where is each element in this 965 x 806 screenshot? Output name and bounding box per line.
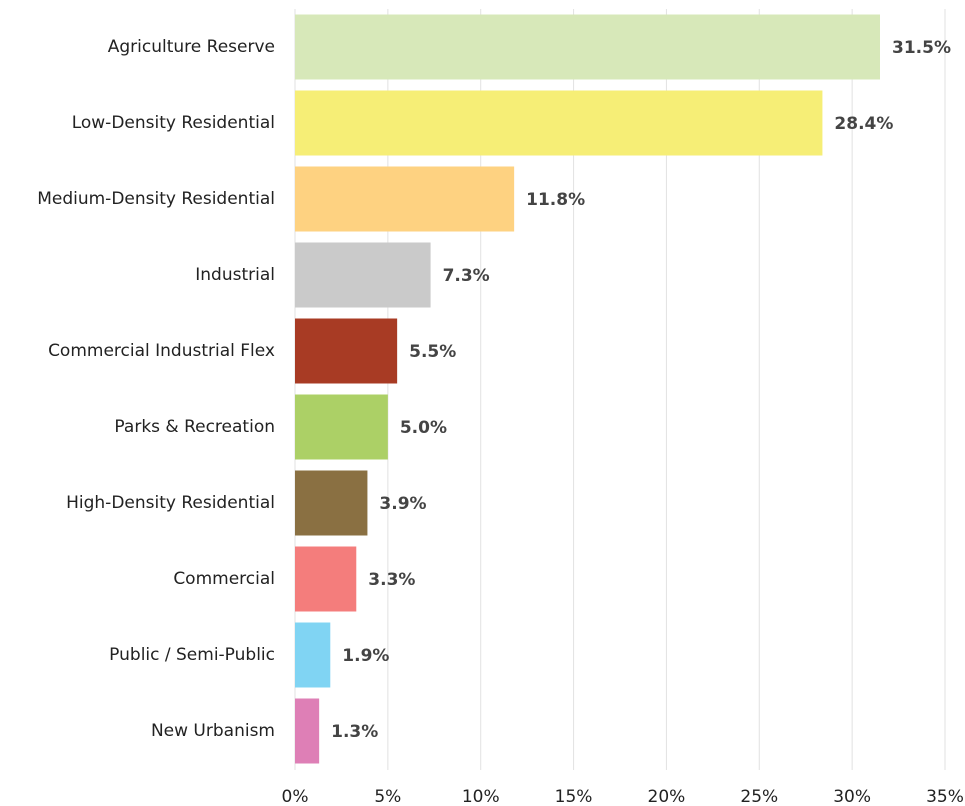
- y-tick-label: Public / Semi-Public: [109, 645, 275, 665]
- bar: [295, 242, 431, 308]
- bar: [295, 622, 331, 688]
- value-label: 5.0%: [400, 418, 447, 438]
- value-label: 11.8%: [526, 190, 585, 210]
- bar: [295, 698, 320, 764]
- y-tick-label: Commercial Industrial Flex: [48, 341, 275, 361]
- x-tick-label: 0%: [282, 787, 309, 806]
- bar: [295, 90, 823, 156]
- bar: [295, 394, 388, 460]
- y-tick-label: Parks & Recreation: [114, 417, 275, 437]
- value-label: 3.3%: [368, 570, 415, 590]
- y-tick-label: New Urbanism: [151, 721, 275, 741]
- value-label: 5.5%: [409, 342, 456, 362]
- y-tick-label: High-Density Residential: [66, 493, 275, 513]
- value-label: 3.9%: [379, 494, 426, 514]
- y-tick-label: Industrial: [195, 265, 275, 285]
- x-tick-label: 15%: [555, 787, 593, 806]
- y-tick-label: Commercial: [173, 569, 275, 589]
- bar: [295, 166, 515, 232]
- y-tick-label: Low-Density Residential: [72, 113, 275, 133]
- x-tick-label: 30%: [833, 787, 871, 806]
- bar: [295, 546, 357, 612]
- x-tick-label: 10%: [462, 787, 500, 806]
- x-tick-label: 35%: [926, 787, 964, 806]
- x-tick-label: 5%: [374, 787, 401, 806]
- value-label: 1.3%: [331, 722, 378, 742]
- value-label: 7.3%: [443, 266, 490, 286]
- value-label: 1.9%: [342, 646, 389, 666]
- bar: [295, 14, 880, 80]
- x-tick-label: 20%: [648, 787, 686, 806]
- value-label: 28.4%: [834, 114, 893, 134]
- y-tick-label: Medium-Density Residential: [37, 189, 275, 209]
- y-tick-label: Agriculture Reserve: [108, 37, 275, 57]
- bar: [295, 470, 368, 536]
- value-label: 31.5%: [892, 38, 951, 58]
- bar: [295, 318, 398, 384]
- x-tick-label: 25%: [740, 787, 778, 806]
